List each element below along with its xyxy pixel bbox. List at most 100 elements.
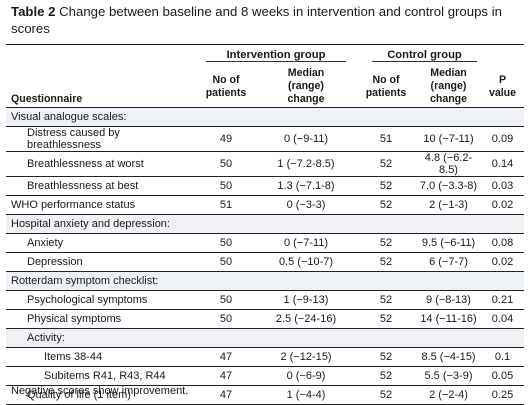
section-row: Visual analogue scales: bbox=[6, 107, 524, 127]
control-n-cell: 52 bbox=[356, 195, 416, 215]
intervention-median-cell: 2.5 (−24-16) bbox=[256, 309, 356, 329]
control-median-cell bbox=[416, 214, 481, 234]
p-value-cell bbox=[481, 214, 524, 234]
intervention-n-cell bbox=[196, 107, 256, 127]
control-median-cell: 4.8 (−6.2-8.5) bbox=[416, 151, 481, 177]
intervention-median-cell: 1 (−7.2-8.5) bbox=[256, 151, 356, 177]
table-row: Subitems R41, R43, R44 47 0 (−6-9) 52 5.5 (−… bbox=[6, 366, 524, 386]
intervention-median-cell bbox=[256, 328, 356, 348]
intervention-median-cell bbox=[256, 107, 356, 127]
table-row: Anxiety 50 0 (−7-11) 52 9.5 (−6-11) 0.08 bbox=[6, 233, 524, 253]
intervention-n-cell: 51 bbox=[196, 195, 256, 215]
questionnaire-header: Questionnaire bbox=[6, 65, 196, 108]
control-n-cell bbox=[356, 328, 416, 348]
control-group-header: Control group bbox=[372, 49, 477, 62]
intervention-n-cell bbox=[196, 328, 256, 348]
intervention-n-cell: 50 bbox=[196, 151, 256, 177]
table-row: Items 38-44 47 2 (−12-15) 52 8.5 (−4-15) 0.1 bbox=[6, 347, 524, 367]
intervention-median-cell: 0.5 (−10-7) bbox=[256, 252, 356, 272]
row-label: Hospital anxiety and depression: bbox=[6, 214, 196, 234]
row-label: Subitems R41, R43, R44 bbox=[6, 366, 196, 386]
p-value-cell: 0.09 bbox=[481, 126, 524, 152]
row-label: Depression bbox=[6, 252, 196, 272]
table-caption: Table 2 Change between baseline and 8 we… bbox=[11, 3, 521, 37]
row-label: Distress caused by breathlessness bbox=[6, 126, 196, 152]
control-median-cell bbox=[416, 328, 481, 348]
row-label: Rotterdam symptom checklist: bbox=[6, 271, 196, 291]
control-median-cell bbox=[416, 271, 481, 291]
control-n-cell: 52 bbox=[356, 290, 416, 310]
column-header-row: Questionnaire No of patients Median (range… bbox=[6, 65, 524, 108]
p-value-cell: 0.14 bbox=[481, 151, 524, 177]
intervention-n-cell: 50 bbox=[196, 252, 256, 272]
control-median-cell: 9.5 (−6-11) bbox=[416, 233, 481, 253]
control-median-header: Median (range) change bbox=[416, 65, 481, 108]
control-median-cell: 9 (−8-13) bbox=[416, 290, 481, 310]
intervention-n-cell: 47 bbox=[196, 366, 256, 386]
p-value-cell: 0.04 bbox=[481, 309, 524, 329]
results-table: Intervention group Control group Questio… bbox=[6, 44, 524, 405]
control-median-cell: 2 (−1-3) bbox=[416, 195, 481, 215]
table-row: WHO performance status 51 0 (−3-3) 52 2 (−1-… bbox=[6, 195, 524, 215]
row-label: Physical symptoms bbox=[6, 309, 196, 329]
intervention-median-cell: 1 (−4-4) bbox=[256, 385, 356, 405]
intervention-median-cell: 2 (−12-15) bbox=[256, 347, 356, 367]
row-label: Activity: bbox=[6, 328, 196, 348]
control-n-cell: 52 bbox=[356, 176, 416, 196]
control-n-cell: 51 bbox=[356, 126, 416, 152]
intervention-median-cell: 1.3 (−7.1-8) bbox=[256, 176, 356, 196]
intervention-n-cell: 50 bbox=[196, 233, 256, 253]
intervention-n-header: No of patients bbox=[196, 65, 256, 108]
p-value-cell: 0.21 bbox=[481, 290, 524, 310]
row-label: Quality of life (1 item) bbox=[6, 385, 196, 405]
p-value-cell: 0.02 bbox=[481, 252, 524, 272]
section-row: Hospital anxiety and depression: bbox=[6, 214, 524, 234]
control-n-cell bbox=[356, 214, 416, 234]
row-label: Anxiety bbox=[6, 233, 196, 253]
p-value-cell: 0.05 bbox=[481, 366, 524, 386]
intervention-n-cell: 49 bbox=[196, 126, 256, 152]
table-row: Distress caused by breathlessness 49 0 (−9… bbox=[6, 126, 524, 152]
table-title: Change between baseline and 8 weeks in i… bbox=[11, 4, 502, 36]
control-n-header: No of patients bbox=[356, 65, 416, 108]
table-row: Physical symptoms 50 2.5 (−24-16) 52 14 (−11… bbox=[6, 309, 524, 329]
intervention-n-cell: 50 bbox=[196, 309, 256, 329]
intervention-median-cell: 0 (−3-3) bbox=[256, 195, 356, 215]
row-label: Visual analogue scales: bbox=[6, 107, 196, 127]
intervention-median-cell: 0 (−7-11) bbox=[256, 233, 356, 253]
row-label: Items 38-44 bbox=[6, 347, 196, 367]
control-median-cell: 5.5 (−3-9) bbox=[416, 366, 481, 386]
group-header-row: Intervention group Control group bbox=[6, 44, 524, 65]
intervention-n-cell: 50 bbox=[196, 290, 256, 310]
control-median-cell: 6 (−7-7) bbox=[416, 252, 481, 272]
control-median-cell: 14 (−11-16) bbox=[416, 309, 481, 329]
p-value-cell bbox=[481, 271, 524, 291]
control-n-cell: 52 bbox=[356, 309, 416, 329]
intervention-group-header: Intervention group bbox=[206, 49, 346, 62]
table-body: Visual analogue scales: Distress caused b… bbox=[6, 107, 524, 405]
table-row: Breathlessness at worst 50 1 (−7.2-8.5) 52 4… bbox=[6, 151, 524, 177]
control-n-cell: 52 bbox=[356, 233, 416, 253]
intervention-median-cell: 1 (−9-13) bbox=[256, 290, 356, 310]
control-median-cell bbox=[416, 107, 481, 127]
intervention-median-header: Median (range) change bbox=[256, 65, 356, 108]
p-value-cell: 0.08 bbox=[481, 233, 524, 253]
table-footnote: Negative scores show improvement. bbox=[11, 385, 189, 397]
p-value-cell bbox=[481, 107, 524, 127]
section-row: Activity: bbox=[6, 328, 524, 348]
control-median-cell: 8.5 (−4-15) bbox=[416, 347, 481, 367]
intervention-n-cell: 47 bbox=[196, 347, 256, 367]
section-row: Rotterdam symptom checklist: bbox=[6, 271, 524, 291]
row-label: Breathlessness at best bbox=[6, 176, 196, 196]
p-value-cell bbox=[481, 328, 524, 348]
p-value-cell: 0.1 bbox=[481, 347, 524, 367]
intervention-n-cell bbox=[196, 214, 256, 234]
intervention-median-cell bbox=[256, 214, 356, 234]
intervention-median-cell: 0 (−6-9) bbox=[256, 366, 356, 386]
control-n-cell: 52 bbox=[356, 347, 416, 367]
intervention-n-cell bbox=[196, 271, 256, 291]
control-n-cell: 52 bbox=[356, 252, 416, 272]
table-row: Breathlessness at best 50 1.3 (−7.1-8) 52 7.… bbox=[6, 176, 524, 196]
control-n-cell: 52 bbox=[356, 366, 416, 386]
